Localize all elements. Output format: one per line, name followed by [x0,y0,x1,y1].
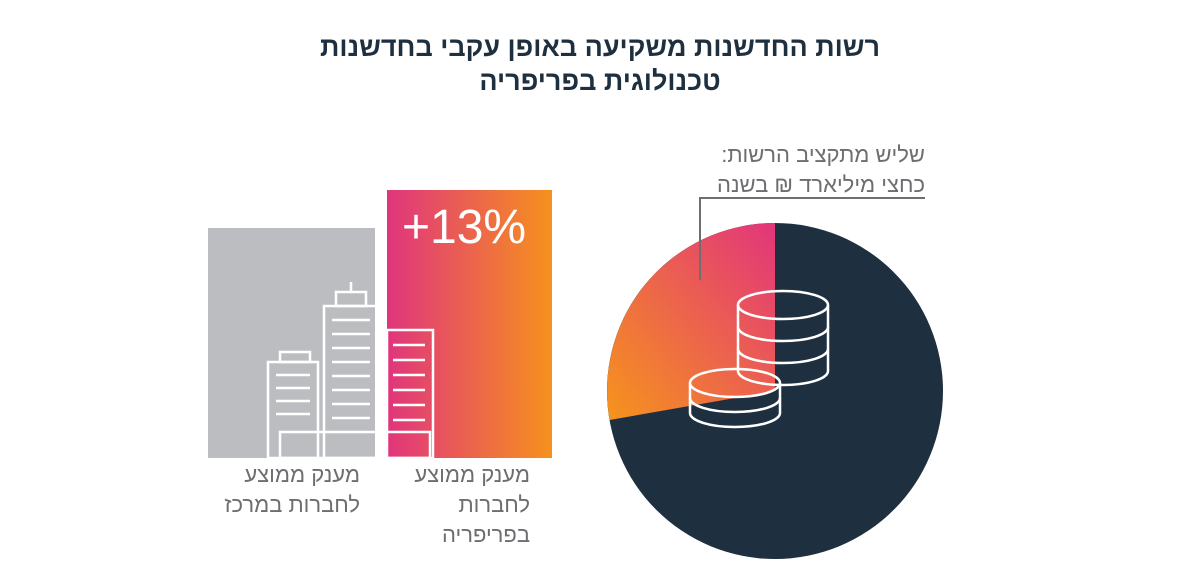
annotation-line: שליש מתקציב הרשות: [721,142,925,167]
periphery-bar [387,190,552,458]
coins-icon [688,289,830,429]
caption-line: מענק ממוצע [244,462,360,487]
windows [276,318,425,422]
pie-annotation: שליש מתקציב הרשות: כחצי מיליארד ₪ בשנה [717,140,925,200]
annotation-leader [699,197,925,280]
pie-third [607,223,775,420]
title-line: טכנולוגית בפריפריה [479,66,721,96]
caption-periphery: מענק ממוצע לחברות בפריפריה [414,460,530,550]
caption-line: בפריפריה [442,522,530,547]
caption-center: מענק ממוצע לחברות במרכז [224,460,360,520]
caption-line: מענק ממוצע [414,462,530,487]
caption-line: לחברות במרכז [224,492,360,517]
bar-label: +13% [402,201,527,254]
title-line: רשות החדשנות משקיעה באופן עקבי בחדשנות [319,32,881,62]
caption-line: לחברות [458,492,530,517]
annotation-line: כחצי מיליארד ₪ בשנה [717,172,925,197]
center-bar [208,228,375,458]
buildings-icon [266,282,435,460]
